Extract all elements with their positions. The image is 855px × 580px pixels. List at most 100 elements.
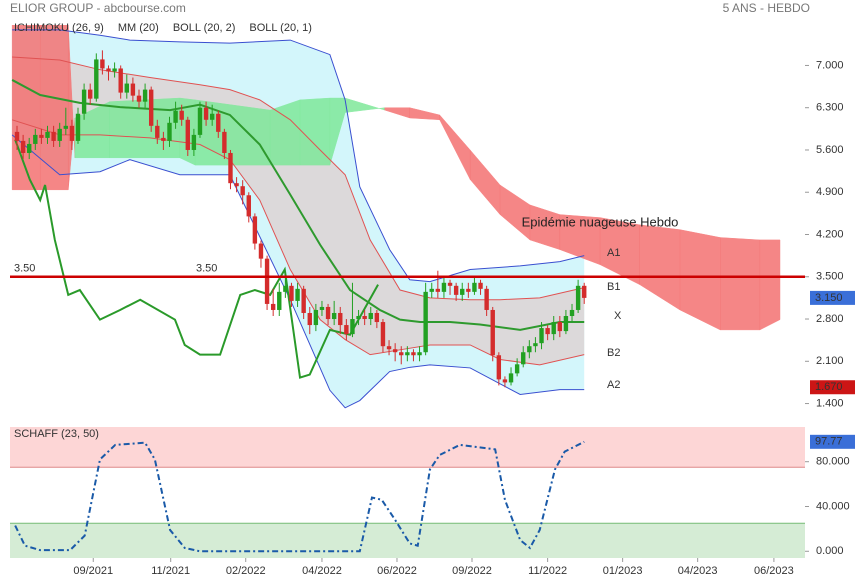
y-tick-label: 4.200: [816, 228, 844, 240]
candle-body: [94, 59, 99, 99]
candle-body: [356, 316, 361, 320]
x-tick-label: 06/2023: [754, 565, 794, 577]
cloud: [719, 237, 761, 331]
candle-body: [81, 89, 87, 114]
candle-body: [27, 143, 32, 153]
level-label: B1: [607, 281, 620, 293]
candle-body: [191, 134, 197, 150]
level-label: B2: [607, 347, 620, 359]
candle-body: [246, 195, 251, 217]
candle-body: [88, 89, 93, 99]
y-tick-label: 7.000: [816, 59, 844, 71]
candle-body: [545, 328, 550, 335]
candle-body: [441, 282, 447, 292]
candle-body: [350, 319, 355, 335]
candle-body: [57, 128, 62, 141]
candle-body: [575, 285, 581, 310]
moving-average: [11, 79, 585, 331]
candle-body: [569, 309, 575, 317]
candle-body: [502, 379, 508, 383]
y-tick-label: 3.500: [816, 271, 844, 283]
candle-body: [209, 113, 215, 120]
candle-body: [289, 285, 294, 301]
schaff-plot: [10, 427, 805, 558]
candle-body: [124, 83, 129, 93]
candle-body: [399, 352, 404, 356]
overlay: 3.50 3.50 1.400 2.100 2.800 3.500 4.200 4.900 5.…: [14, 22, 855, 577]
x-tick-label: 09/2022: [452, 565, 492, 577]
x-tick-label: 11/2021: [151, 565, 190, 577]
candle-body: [325, 306, 331, 320]
candle-body: [338, 312, 343, 326]
candle-body: [240, 186, 245, 196]
cloud: [759, 239, 781, 331]
legend-entry: BOLL (20, 2): [173, 22, 236, 34]
candle-body: [362, 316, 367, 320]
candle-body: [20, 140, 26, 153]
candle-body: [344, 325, 349, 335]
candle-body: [447, 282, 453, 286]
candle-body: [228, 152, 233, 184]
candle-body: [277, 291, 282, 310]
candle-body: [252, 216, 258, 244]
bollinger-line: [12, 29, 585, 283]
candle-body: [155, 125, 160, 138]
candle-body: [45, 131, 50, 138]
candle-body: [39, 134, 44, 138]
candle-body: [307, 312, 312, 326]
y-tick-label: 2.100: [816, 355, 844, 367]
price-tag-label: 1.670: [815, 381, 843, 393]
x-tick-label: 01/2023: [603, 565, 643, 577]
chart-subtitle: 5 ANS - HEBDO: [723, 1, 810, 15]
price-tag: [810, 290, 855, 305]
candle-body: [295, 288, 300, 301]
overbought-zone: [10, 427, 805, 468]
candle-body: [179, 110, 184, 120]
oscillator-line: [14, 440, 585, 553]
candle-body: [106, 68, 111, 72]
level-label: X: [614, 310, 622, 322]
cloud: [39, 25, 69, 191]
candle-body: [142, 89, 148, 102]
level-label: A1: [607, 247, 620, 259]
price-tag-label: 3.150: [815, 292, 843, 304]
candle-body: [472, 282, 477, 292]
candle-body: [222, 131, 227, 153]
candle-body: [148, 89, 154, 126]
candle-body: [14, 131, 20, 141]
x-tick-label: 04/2023: [678, 565, 718, 577]
candle-body: [539, 328, 544, 344]
candle-body: [392, 349, 398, 353]
candle-body: [435, 288, 441, 292]
y-tick-label: 2.800: [816, 313, 844, 325]
level-line-label: 3.50: [196, 263, 217, 275]
candle-body: [582, 285, 587, 298]
candle-body: [368, 312, 373, 320]
candle-body: [563, 316, 569, 332]
candle-body: [453, 285, 459, 295]
y-tick-label: 80.000: [816, 456, 850, 468]
candle-body: [551, 322, 556, 335]
level-label: A2: [607, 379, 620, 391]
candle-body: [484, 288, 489, 310]
chart-title: ELIOR GROUP - abcbourse.com: [10, 1, 186, 15]
y-tick-label: 6.300: [816, 102, 844, 114]
candle-body: [118, 68, 123, 93]
y-tick-label: 5.600: [816, 144, 844, 156]
candle-body: [514, 364, 520, 374]
candle-body: [234, 183, 239, 187]
candle-body: [478, 282, 483, 289]
candle-body: [63, 125, 69, 129]
candle-body: [496, 355, 502, 380]
bollinger-line: [11, 134, 585, 409]
candle-body: [374, 312, 380, 323]
candle-body: [167, 122, 172, 141]
candle-body: [508, 373, 514, 383]
candle-body: [405, 352, 410, 356]
candle-body: [380, 322, 386, 347]
candle-body: [216, 113, 221, 132]
value-tag: [810, 434, 855, 449]
candle-body: [527, 346, 532, 353]
candle-body: [173, 110, 178, 123]
